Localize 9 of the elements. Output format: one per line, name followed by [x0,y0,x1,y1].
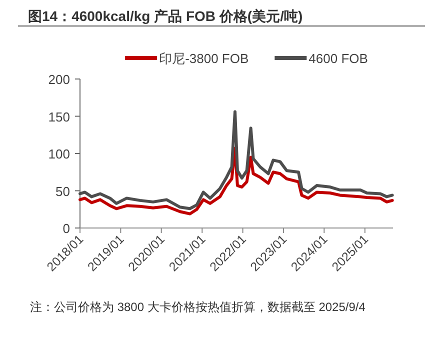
legend-label: 印尼-3800 FOB [159,51,249,66]
y-tick-label: 0 [62,221,70,236]
y-tick-label: 50 [56,184,70,199]
annotation: 注：公司价格为 3800 大卡价格按热值折算，数据截至 2025/9/4 [30,300,366,314]
y-tick-label: 200 [48,72,70,87]
legend-label: 4600 FOB [308,51,368,66]
y-tick-label: 100 [48,146,70,162]
y-tick-label: 150 [48,109,70,124]
title: 图14：4600kcal/kg 产品 FOB 价格(美元/吨) [28,8,303,24]
